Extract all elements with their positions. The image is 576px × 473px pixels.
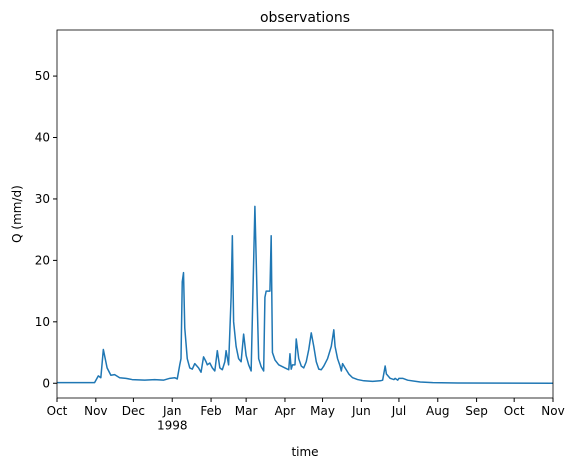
x-tick-label: Jun (351, 404, 371, 418)
x-tick-label: Jul (391, 404, 406, 418)
x-tick-label: Aug (426, 404, 449, 418)
x-tick-label: Apr (275, 404, 296, 418)
x-tick-label: Mar (235, 404, 258, 418)
chart-title: observations (260, 10, 350, 26)
x-tick-label: Jan 1998 (157, 404, 188, 432)
x-tick-label: May (310, 404, 335, 418)
x-tick-label: Dec (122, 404, 145, 418)
x-tick-label: Sep (465, 404, 488, 418)
y-tick-label: 10 (35, 315, 50, 329)
x-tick-label: Feb (200, 404, 221, 418)
x-axis-label: time (291, 445, 318, 459)
x-tick-label: Nov (541, 404, 564, 418)
y-tick-label: 30 (35, 192, 50, 206)
x-tick-label: Oct (504, 404, 525, 418)
y-tick-label: 50 (35, 69, 50, 83)
y-tick-label: 0 (42, 376, 50, 390)
y-tick-label: 40 (35, 131, 50, 145)
x-tick-label: Oct (47, 404, 68, 418)
plot-frame (56, 29, 554, 399)
data-line (57, 205, 554, 385)
y-axis-label: Q (mm/d) (10, 185, 24, 243)
x-tick-label: Nov (84, 404, 107, 418)
y-tick-label: 20 (35, 253, 50, 267)
